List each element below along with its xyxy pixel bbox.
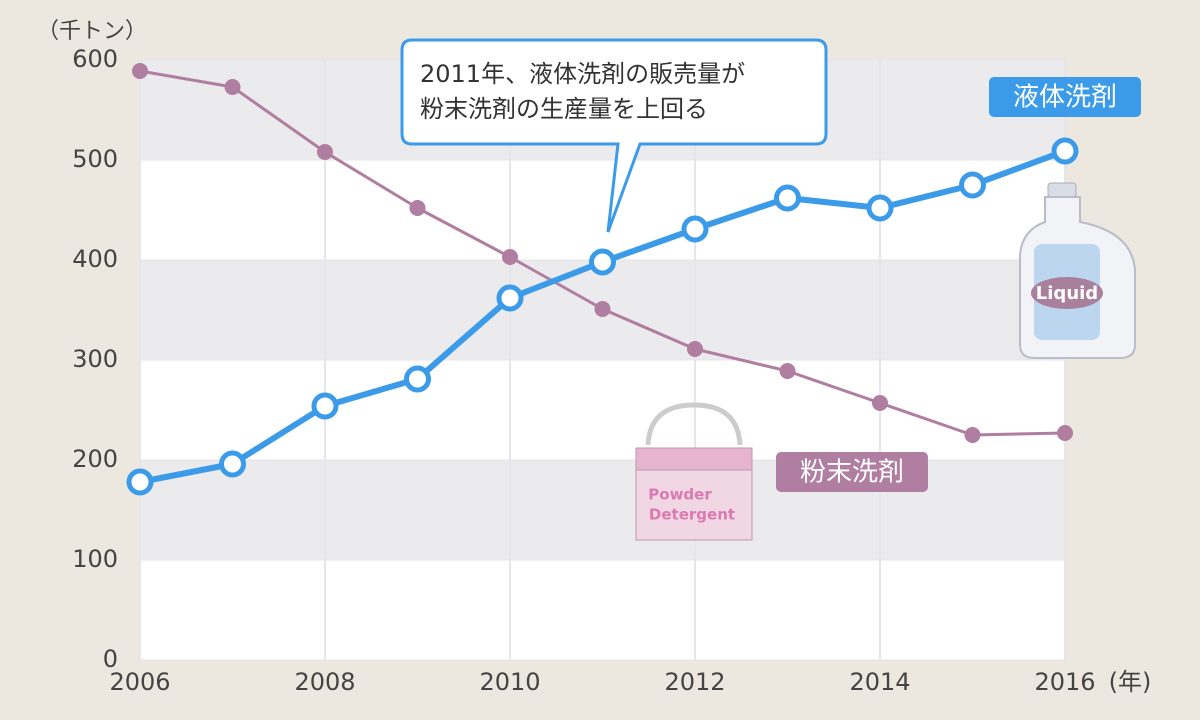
plot-area: 0 100 200 300 400 500 600 2006 2008 2010 2012 2014 2…: [72, 45, 1095, 696]
y-tick-label: 100: [72, 545, 118, 573]
y-tick-label: 0: [103, 645, 118, 673]
grid-band: [140, 560, 1065, 660]
illustration-text: Liquid: [1036, 283, 1098, 304]
data-point: [589, 248, 616, 276]
x-tick-label: 2014: [849, 668, 910, 696]
x-axis-label: (年): [1109, 668, 1152, 696]
data-point: [311, 392, 339, 420]
illustration-text: Powder: [648, 486, 712, 504]
data-point: [774, 184, 801, 212]
data-point: [404, 365, 431, 393]
data-point: [959, 171, 986, 199]
data-point: [687, 341, 703, 357]
data-point: [126, 468, 154, 496]
data-point: [681, 215, 709, 243]
data-point: [1051, 137, 1079, 165]
illustration-text: Detergent: [649, 506, 735, 524]
bottle-badge: [1031, 277, 1103, 309]
y-tick-label: 600: [72, 45, 118, 73]
data-point: [409, 200, 426, 216]
powder-box-illustration: Powder Detergent: [635, 402, 753, 541]
grid-band: [140, 360, 1065, 460]
legend-box: [776, 452, 928, 492]
bottle-cap: [1047, 182, 1077, 198]
data-point: [964, 427, 981, 443]
y-tick-label: 500: [72, 145, 118, 173]
x-tick-label: 2010: [479, 668, 540, 696]
x-tick-label: 2016: [1034, 668, 1095, 696]
data-point: [224, 79, 241, 95]
x-tick-label: 2008: [294, 668, 355, 696]
box-handle: [645, 402, 743, 446]
x-tick-label: 2006: [109, 668, 170, 696]
box-lid: [635, 447, 753, 471]
data-point: [872, 395, 888, 411]
y-tick-label: 300: [72, 345, 118, 373]
callout-box: [400, 38, 828, 233]
liquid-bottle-illustration: Liquid: [1019, 182, 1136, 359]
data-point: [496, 284, 524, 312]
x-tick-label: 2012: [664, 668, 725, 696]
legend-label: 液体洗剤: [1013, 83, 1117, 113]
data-point: [219, 450, 246, 478]
legend-box: [989, 77, 1141, 117]
data-point: [502, 249, 518, 265]
data-point: [594, 301, 611, 317]
box-body: [635, 469, 753, 541]
callout: 2011年、液体洗剤の販売量が 粉末洗剤の生産量を上回る: [400, 38, 828, 233]
y-tick-label: 400: [72, 245, 118, 273]
annotation-text: 粉末洗剤の生産量を上回る: [420, 95, 708, 123]
data-point: [1057, 425, 1073, 441]
data-point: [132, 63, 148, 79]
y-axis-label: （千トン）: [37, 19, 147, 44]
legend-label: 粉末洗剤: [800, 458, 904, 488]
annotation-text: 2011年、液体洗剤の販売量が: [420, 60, 745, 88]
data-point: [317, 144, 333, 160]
grid-band: [140, 160, 1065, 260]
y-tick-label: 200: [72, 445, 118, 473]
data-point: [866, 194, 894, 222]
data-point: [779, 363, 796, 379]
